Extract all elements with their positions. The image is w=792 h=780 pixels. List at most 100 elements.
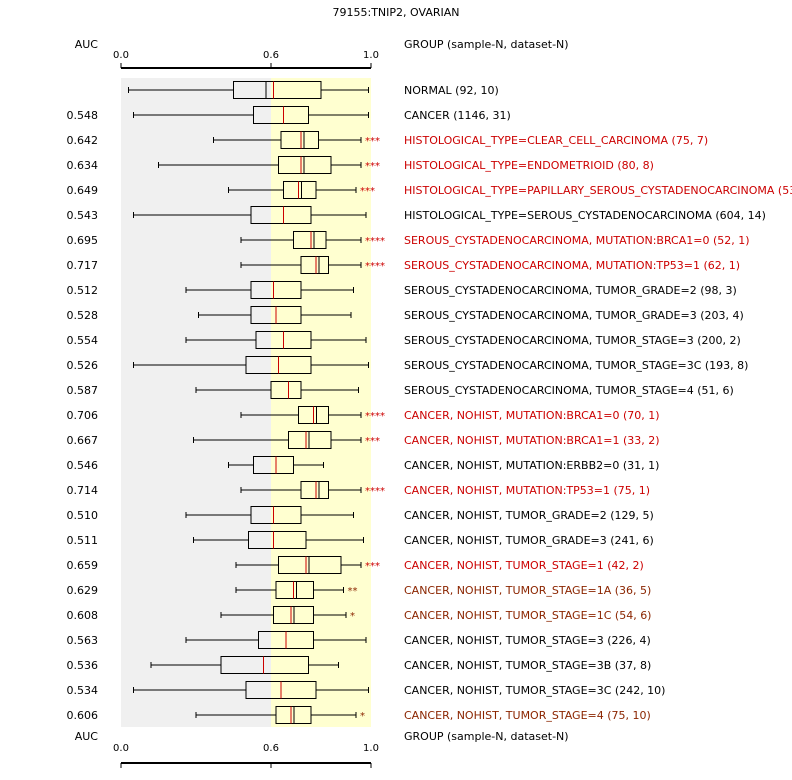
x-tick-label-bottom: 0.0 — [113, 743, 129, 754]
row-9: 0.528 SEROUS_CYSTADENOCARCINOMA, TUMOR_GR… — [67, 306, 744, 324]
x-tick-label-top: 1.0 — [363, 50, 379, 61]
iqr-box — [250, 506, 302, 524]
group-label: CANCER, NOHIST, TUMOR_STAGE=1 (42, 2) — [404, 559, 644, 572]
group-header-bottom: GROUP (sample-N, dataset-N) — [404, 730, 569, 743]
significance-stars: *** — [360, 186, 375, 197]
auc-value: 0.634 — [67, 159, 99, 172]
x-tick-label-bottom: 0.6 — [263, 743, 279, 754]
auc-value: 0.659 — [67, 559, 99, 572]
significance-stars: **** — [365, 411, 385, 422]
group-label: CANCER, NOHIST, MUTATION:BRCA1=0 (70, 1) — [404, 409, 660, 422]
iqr-box — [248, 531, 307, 549]
row-7: **** 0.717 SEROUS_CYSTADENOCARCINOMA, MUTA… — [67, 256, 740, 274]
auc-value: 0.546 — [67, 459, 99, 472]
chart-rows: NORMAL (92, 10)0.548 CANCER (1146, 31)***… — [67, 81, 792, 724]
group-label: SEROUS_CYSTADENOCARCINOMA, TUMOR_GRADE=2… — [404, 284, 737, 297]
row-1: 0.548 CANCER (1146, 31) — [67, 106, 511, 124]
group-label: SEROUS_CYSTADENOCARCINOMA, TUMOR_STAGE=3… — [404, 334, 741, 347]
iqr-box — [278, 556, 342, 574]
auc-value: 0.526 — [67, 359, 99, 372]
shaded-region-1 — [271, 78, 371, 727]
group-label: NORMAL (92, 10) — [404, 84, 499, 97]
group-label: CANCER, NOHIST, TUMOR_STAGE=1A (36, 5) — [404, 584, 651, 597]
auc-value: 0.554 — [67, 334, 99, 347]
row-8: 0.512 SEROUS_CYSTADENOCARCINOMA, TUMOR_GR… — [67, 281, 737, 299]
x-tick-label-bottom: 1.0 — [363, 743, 379, 754]
group-label: CANCER, NOHIST, TUMOR_STAGE=3C (242, 10) — [404, 684, 665, 697]
significance-stars: * — [350, 611, 355, 622]
significance-stars: ** — [348, 586, 358, 597]
iqr-box — [275, 581, 314, 599]
iqr-box — [293, 231, 327, 249]
auc-value: 0.606 — [67, 709, 99, 722]
row-15: 0.546 CANCER, NOHIST, MUTATION:ERBB2=0 (3… — [67, 456, 659, 474]
auc-value: 0.563 — [67, 634, 99, 647]
significance-stars: **** — [365, 236, 385, 247]
group-label: HISTOLOGICAL_TYPE=PAPILLARY_SEROUS_CYSTA… — [404, 184, 792, 197]
shaded-background — [121, 78, 371, 727]
iqr-box — [253, 106, 309, 124]
group-label: SEROUS_CYSTADENOCARCINOMA, TUMOR_STAGE=3… — [404, 359, 748, 372]
significance-stars: *** — [365, 136, 380, 147]
auc-header-bottom: AUC — [75, 730, 99, 743]
iqr-box — [278, 156, 332, 174]
shaded-region-0 — [121, 78, 271, 727]
significance-stars: * — [360, 711, 365, 722]
group-label: CANCER, NOHIST, TUMOR_GRADE=2 (129, 5) — [404, 509, 654, 522]
auc-value: 0.536 — [67, 659, 99, 672]
auc-value: 0.642 — [67, 134, 99, 147]
auc-value: 0.706 — [67, 409, 99, 422]
iqr-box — [270, 381, 302, 399]
row-23: 0.536 CANCER, NOHIST, TUMOR_STAGE=3B (37,… — [67, 656, 651, 674]
auc-value: 0.649 — [67, 184, 99, 197]
group-label: SEROUS_CYSTADENOCARCINOMA, TUMOR_STAGE=4… — [404, 384, 734, 397]
group-label: CANCER, NOHIST, TUMOR_STAGE=1C (54, 6) — [404, 609, 651, 622]
row-14: *** 0.667 CANCER, NOHIST, MUTATION:BRCA1=1… — [67, 431, 660, 449]
row-24: 0.534 CANCER, NOHIST, TUMOR_STAGE=3C (242… — [67, 681, 665, 699]
auc-header-top: AUC — [75, 38, 99, 51]
auc-value: 0.534 — [67, 684, 99, 697]
row-19: *** 0.659 CANCER, NOHIST, TUMOR_STAGE=1 (4… — [67, 556, 644, 574]
row-12: 0.587 SEROUS_CYSTADENOCARCINOMA, TUMOR_ST… — [67, 381, 734, 399]
iqr-box — [220, 656, 309, 674]
row-3: *** 0.634 HISTOLOGICAL_TYPE=ENDOMETRIOID (… — [67, 156, 654, 174]
row-10: 0.554 SEROUS_CYSTADENOCARCINOMA, TUMOR_ST… — [67, 331, 741, 349]
row-0: NORMAL (92, 10) — [128, 81, 499, 99]
group-label: HISTOLOGICAL_TYPE=CLEAR_CELL_CARCINOMA (… — [404, 134, 708, 147]
auc-value: 0.512 — [67, 284, 99, 297]
iqr-box — [250, 281, 302, 299]
auc-value: 0.667 — [67, 434, 99, 447]
row-11: 0.526 SEROUS_CYSTADENOCARCINOMA, TUMOR_ST… — [67, 356, 748, 374]
auc-value: 0.548 — [67, 109, 99, 122]
group-label: CANCER, NOHIST, TUMOR_STAGE=3 (226, 4) — [404, 634, 651, 647]
row-22: 0.563 CANCER, NOHIST, TUMOR_STAGE=3 (226,… — [67, 631, 651, 649]
significance-stars: **** — [365, 486, 385, 497]
auc-value: 0.511 — [67, 534, 99, 547]
row-2: *** 0.642 HISTOLOGICAL_TYPE=CLEAR_CELL_CAR… — [67, 131, 708, 149]
iqr-box — [283, 181, 317, 199]
x-tick-label-top: 0.0 — [113, 50, 129, 61]
row-4: *** 0.649 HISTOLOGICAL_TYPE=PAPILLARY_SERO… — [67, 181, 792, 199]
chart-title: 79155:TNIP2, OVARIAN — [333, 6, 460, 19]
row-18: 0.511 CANCER, NOHIST, TUMOR_GRADE=3 (241,… — [67, 531, 654, 549]
group-label: CANCER, NOHIST, MUTATION:ERBB2=0 (31, 1) — [404, 459, 659, 472]
auc-value: 0.510 — [67, 509, 99, 522]
x-tick-label-top: 0.6 — [263, 50, 279, 61]
iqr-box — [280, 131, 319, 149]
group-label: HISTOLOGICAL_TYPE=SEROUS_CYSTADENOCARCIN… — [404, 209, 766, 222]
group-header-top: GROUP (sample-N, dataset-N) — [404, 38, 569, 51]
auc-value: 0.528 — [67, 309, 99, 322]
significance-stars: *** — [365, 561, 380, 572]
group-label: CANCER, NOHIST, TUMOR_STAGE=4 (75, 10) — [404, 709, 651, 722]
group-label: SEROUS_CYSTADENOCARCINOMA, MUTATION:TP53… — [404, 259, 740, 272]
row-20: ** 0.629 CANCER, NOHIST, TUMOR_STAGE=1A (3… — [67, 581, 651, 599]
group-label: CANCER, NOHIST, TUMOR_GRADE=3 (241, 6) — [404, 534, 654, 547]
auc-value: 0.714 — [67, 484, 99, 497]
iqr-box — [250, 206, 312, 224]
auc-value: 0.695 — [67, 234, 99, 247]
group-label: CANCER (1146, 31) — [404, 109, 511, 122]
group-label: CANCER, NOHIST, TUMOR_STAGE=3B (37, 8) — [404, 659, 651, 672]
significance-stars: *** — [365, 436, 380, 447]
group-label: SEROUS_CYSTADENOCARCINOMA, MUTATION:BRCA… — [404, 234, 750, 247]
